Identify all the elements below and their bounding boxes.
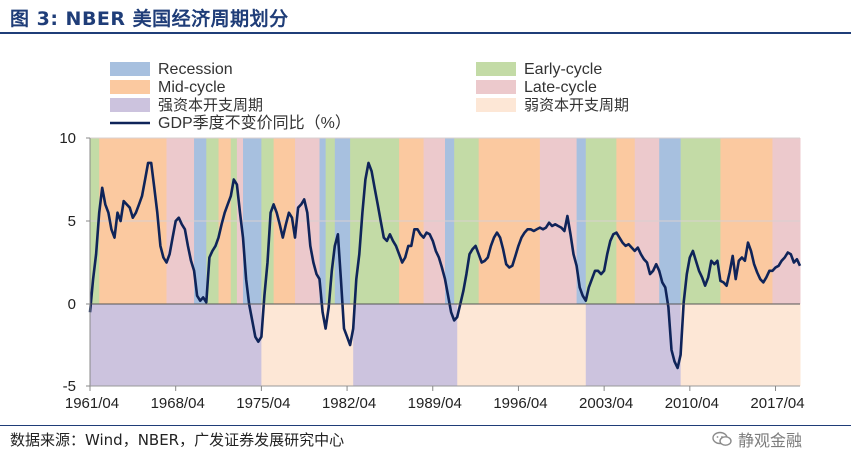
legend-label: Mid-cycle xyxy=(158,79,226,96)
x-tick-label: 1968/04 xyxy=(151,395,205,412)
legend-label: Recession xyxy=(158,61,233,78)
legend-item-recession: Recession xyxy=(110,61,233,78)
gdp-line xyxy=(88,161,802,370)
legend-item-line: GDP季度不变价同比（%） xyxy=(110,114,351,132)
x-tick-label: 1996/04 xyxy=(493,395,547,412)
legend-item-mid: Mid-cycle xyxy=(110,79,226,96)
y-tick-label: 0 xyxy=(68,296,76,313)
capex-band-weak-3 xyxy=(457,304,587,386)
x-tick-label: 2010/04 xyxy=(665,395,719,412)
capex-cycle-bands xyxy=(90,304,801,386)
gdp-series xyxy=(88,161,802,370)
y-tick-label: 10 xyxy=(59,130,76,147)
legend-swatch-weak xyxy=(476,98,516,112)
legend-item-strong: 强资本开支周期 xyxy=(110,96,263,114)
watermark-text: 静观金融 xyxy=(738,431,803,450)
chart-legend: Recession Early-cycle Mid-cycle Late-cycle 强… xyxy=(110,61,629,132)
wechat-icon xyxy=(712,431,732,446)
x-tick-label: 2017/04 xyxy=(750,395,804,412)
legend-swatch-late xyxy=(476,80,516,94)
legend-label: GDP季度不变价同比（%） xyxy=(158,114,351,132)
legend-swatch-strong xyxy=(110,98,150,112)
source-rule xyxy=(0,425,851,426)
legend-label: 强资本开支周期 xyxy=(158,96,263,114)
capex-band-strong-4 xyxy=(585,304,682,386)
source-note: 数据来源：Wind，NBER，广发证券发展研究中心 xyxy=(10,431,345,449)
legend-swatch-mid xyxy=(110,80,150,94)
capex-band-strong-2 xyxy=(353,304,458,386)
x-tick-label: 2003/04 xyxy=(579,395,633,412)
legend-item-early: Early-cycle xyxy=(476,61,602,78)
capex-band-weak-1 xyxy=(261,304,354,386)
legend-item-weak: 弱资本开支周期 xyxy=(476,96,629,114)
y-tick-label: 5 xyxy=(68,213,76,230)
nber-cycle-chart: Recession Early-cycle Mid-cycle Late-cycle 强… xyxy=(59,61,804,412)
x-tick-label: 1961/04 xyxy=(65,395,119,412)
watermark: 静观金融 xyxy=(712,427,802,451)
legend-swatch-recession xyxy=(110,62,150,76)
figure-title: 图 3: NBER 美国经济周期划分 xyxy=(10,8,289,30)
legend-swatch-early xyxy=(476,62,516,76)
axes: -5 0 5 10 1961/04 1968/04 1975/04 1982/04 1989/0… xyxy=(59,130,804,412)
x-tick-label: 1989/04 xyxy=(408,395,462,412)
capex-band-strong-0 xyxy=(90,304,262,386)
x-tick-label: 1975/04 xyxy=(236,395,290,412)
capex-band-weak-5 xyxy=(680,304,801,386)
legend-label: Early-cycle xyxy=(524,61,602,78)
legend-item-late: Late-cycle xyxy=(476,79,597,96)
y-tick-label: -5 xyxy=(63,378,76,395)
title-rule xyxy=(0,32,851,34)
x-tick-label: 1982/04 xyxy=(322,395,376,412)
legend-label: Late-cycle xyxy=(524,79,597,96)
legend-label: 弱资本开支周期 xyxy=(524,96,629,114)
